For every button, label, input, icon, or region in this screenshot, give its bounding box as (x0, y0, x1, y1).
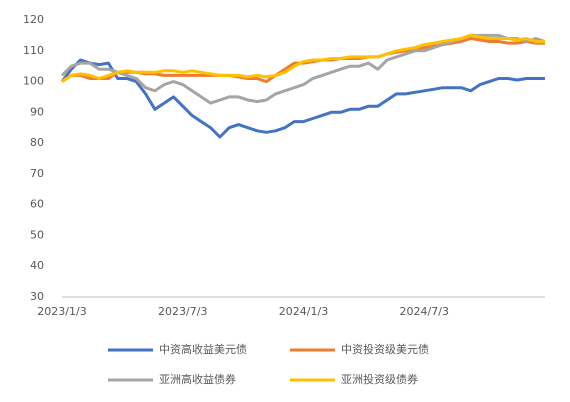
y-tick-label: 60 (30, 198, 44, 211)
y-tick-label: 120 (23, 13, 44, 26)
y-tick-label: 50 (30, 228, 44, 241)
y-tick-label: 100 (23, 75, 44, 88)
y-tick-label: 110 (23, 44, 44, 57)
y-tick-label: 90 (30, 105, 44, 118)
series-line (60, 58, 545, 139)
legend-label: 中资投资级美元债 (341, 342, 429, 356)
x-tick-label: 2024/1/3 (279, 305, 328, 318)
legend-label: 中资高收益美元债 (159, 342, 247, 356)
y-tick-label: 80 (30, 136, 44, 149)
y-tick-label: 70 (30, 167, 44, 180)
series-line (60, 33, 546, 105)
y-tick-label: 30 (30, 290, 44, 303)
series-line (61, 33, 545, 83)
y-tick-label: 40 (30, 259, 44, 272)
legend-label: 亚洲投资级债券 (341, 372, 418, 386)
x-tick-label: 2024/7/3 (400, 305, 449, 318)
series-line (61, 37, 545, 84)
x-tick-label: 2023/1/3 (37, 305, 86, 318)
x-tick-label: 2023/7/3 (158, 305, 207, 318)
legend-label: 亚洲高收益债券 (159, 372, 236, 386)
